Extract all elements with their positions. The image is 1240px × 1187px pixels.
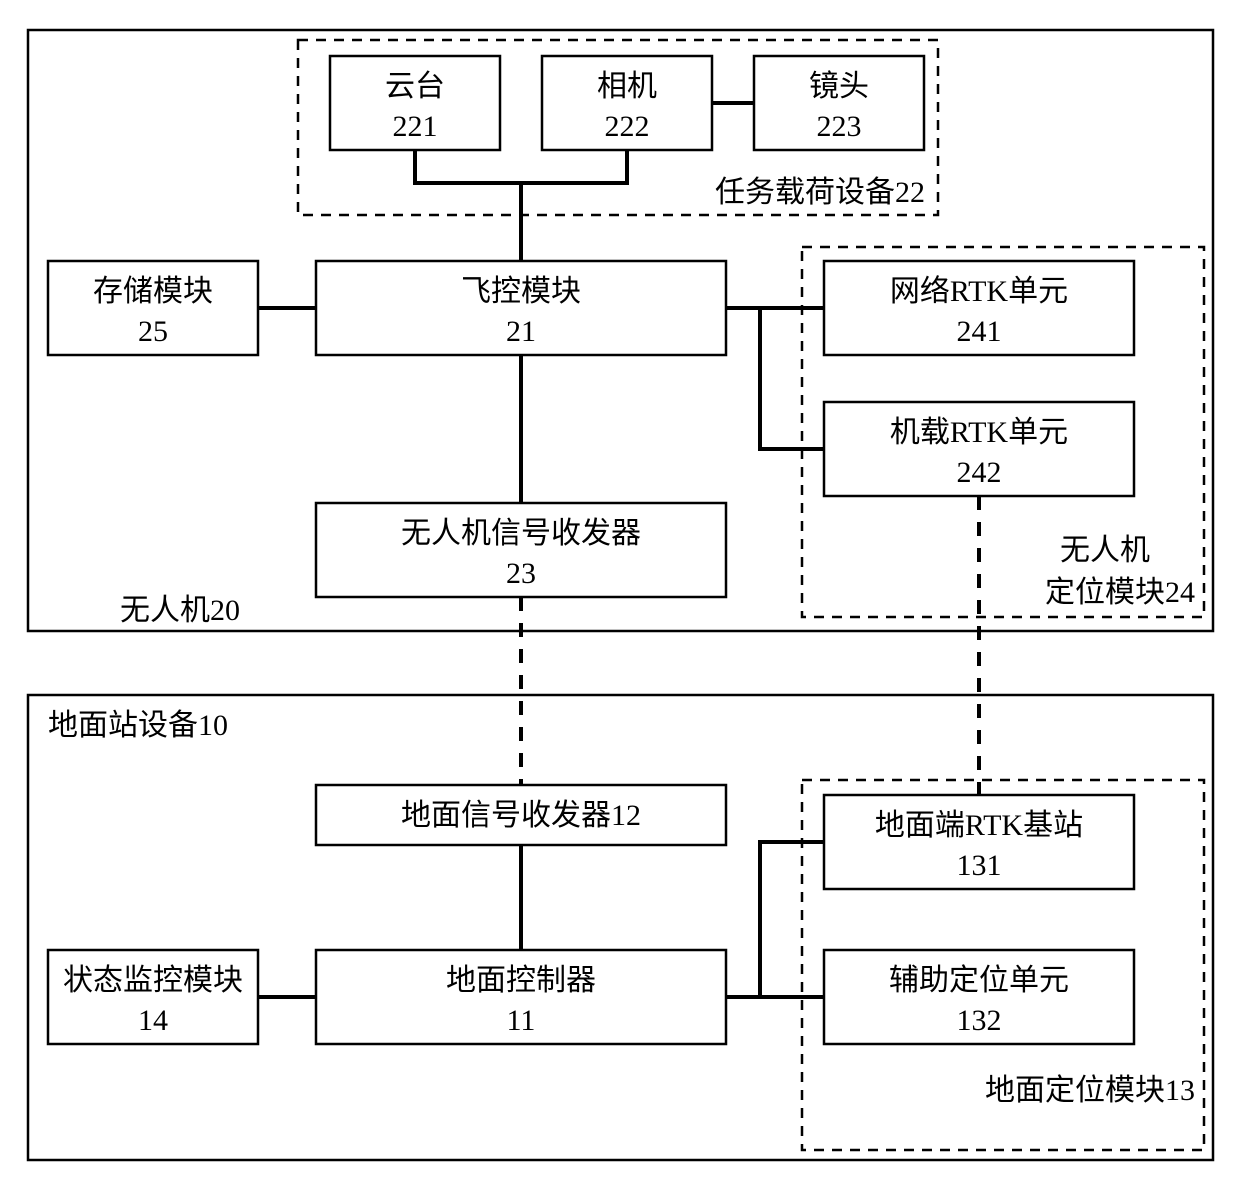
svg-text:221: 221 (393, 110, 438, 143)
group-payload-label: 任务载荷设备22 (715, 176, 925, 209)
node-gnd-rtk: 地面端RTK基站 131 (824, 795, 1134, 889)
svg-text:23: 23 (506, 557, 536, 590)
node-onboard-rtk: 机载RTK单元 242 (824, 402, 1134, 496)
svg-text:相机: 相机 (597, 70, 657, 103)
svg-text:镜头: 镜头 (809, 70, 869, 103)
svg-text:14: 14 (138, 1004, 168, 1037)
edge-ctrl-gndrtk (760, 842, 824, 997)
node-status: 状态监控模块 14 (48, 950, 258, 1044)
svg-text:机载RTK单元: 机载RTK单元 (890, 416, 1068, 449)
svg-text:飞控模块: 飞控模块 (461, 275, 581, 308)
edge-fc-onboardrtk (760, 308, 824, 449)
frame-ground-label: 地面站设备10 (48, 709, 228, 742)
svg-text:222: 222 (605, 110, 650, 143)
group-drone-pos-label-1: 无人机 (1060, 534, 1150, 567)
node-storage: 存储模块 25 (48, 261, 258, 355)
group-ground-pos-label: 地面定位模块13 (985, 1074, 1195, 1107)
svg-text:11: 11 (507, 1004, 536, 1037)
node-gnd-trx: 地面信号收发器12 (316, 785, 726, 845)
svg-text:241: 241 (957, 315, 1002, 348)
node-aux-pos: 辅助定位单元 132 (824, 950, 1134, 1044)
node-fc: 飞控模块 21 (316, 261, 726, 355)
frame-drone-label: 无人机20 (120, 594, 240, 627)
svg-text:242: 242 (957, 456, 1002, 489)
svg-text:无人机信号收发器: 无人机信号收发器 (401, 517, 641, 550)
node-camera: 相机 222 (542, 56, 712, 150)
node-uav-trx: 无人机信号收发器 23 (316, 503, 726, 597)
svg-text:网络RTK单元: 网络RTK单元 (890, 275, 1068, 308)
svg-text:地面控制器: 地面控制器 (446, 964, 596, 997)
svg-text:21: 21 (506, 315, 536, 348)
node-gnd-ctrl: 地面控制器 11 (316, 950, 726, 1044)
svg-text:地面端RTK基站: 地面端RTK基站 (875, 809, 1083, 842)
node-gimbal: 云台 221 (330, 56, 500, 150)
node-lens: 镜头 223 (754, 56, 924, 150)
svg-text:25: 25 (138, 315, 168, 348)
svg-text:地面信号收发器12: 地面信号收发器12 (401, 799, 641, 832)
svg-text:132: 132 (957, 1004, 1002, 1037)
svg-text:状态监控模块: 状态监控模块 (63, 964, 243, 997)
group-drone-pos-label-2: 定位模块24 (1045, 576, 1195, 609)
svg-text:辅助定位单元: 辅助定位单元 (889, 964, 1069, 997)
svg-text:云台: 云台 (385, 70, 445, 103)
svg-text:131: 131 (957, 849, 1002, 882)
edge-payload-bus (415, 150, 627, 183)
svg-text:223: 223 (817, 110, 862, 143)
svg-text:存储模块: 存储模块 (93, 275, 213, 308)
node-net-rtk: 网络RTK单元 241 (824, 261, 1134, 355)
